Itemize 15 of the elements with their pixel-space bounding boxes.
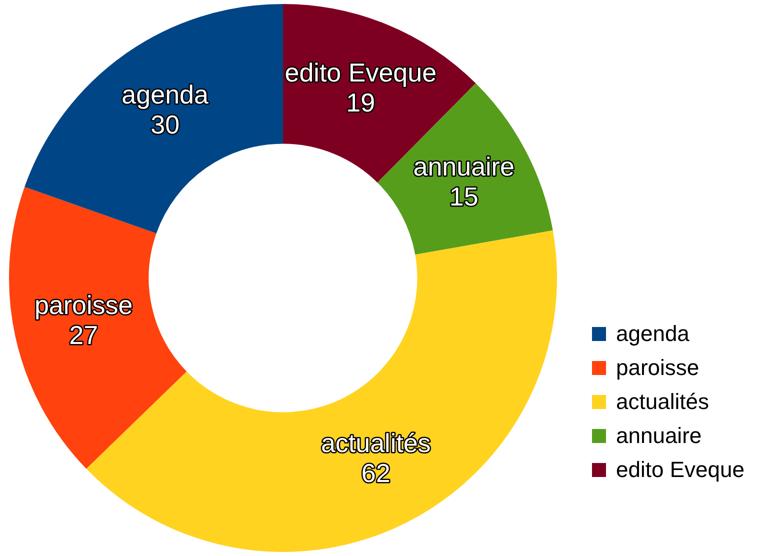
data-label: 62 (361, 458, 390, 488)
slice-label: annuaire (413, 151, 514, 182)
legend-label: actualités (616, 388, 709, 416)
data-label: 30 (150, 110, 180, 140)
slice-label: edito Eveque (284, 57, 437, 88)
data-label: 19 (346, 87, 376, 118)
slice-label: actualités (320, 428, 431, 458)
legend-label: paroisse (616, 354, 700, 382)
data-label: 15 (449, 181, 478, 212)
legend-label: annuaire (616, 422, 702, 450)
legend-label: agenda (616, 320, 690, 348)
legend-label: edito Eveque (616, 456, 744, 484)
data-label: 27 (69, 320, 98, 350)
slice-label: paroisse (34, 290, 133, 320)
slice-label: agenda (122, 80, 209, 110)
